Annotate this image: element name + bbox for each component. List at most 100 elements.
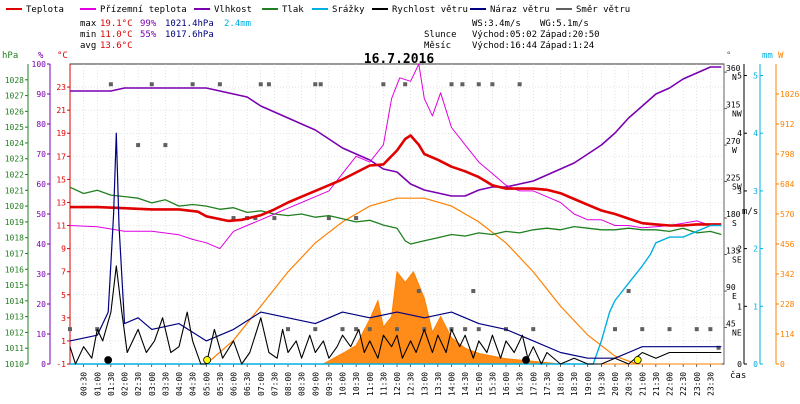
x-tick-label: 15:00 bbox=[475, 372, 484, 396]
axis-tick-label: 1016 bbox=[5, 265, 24, 274]
x-tick-label: 02:30 bbox=[134, 372, 143, 396]
wind-direction-point bbox=[149, 82, 154, 87]
unit-pct: % bbox=[38, 51, 44, 61]
axis-tick-label: 7 bbox=[61, 268, 66, 277]
stats-min-hum: 55% bbox=[140, 30, 157, 40]
axis-tick-label: E bbox=[732, 292, 737, 301]
unit-deg: ° bbox=[726, 51, 731, 61]
x-tick-label: 10:00 bbox=[339, 372, 348, 396]
x-tick-label: 03:30 bbox=[161, 372, 170, 396]
wind-speed-avg: WS:3.4m/s bbox=[472, 19, 521, 29]
legend-label-naraz-vetru: Náraz větru bbox=[490, 5, 550, 15]
axis-tick-label: 1021 bbox=[5, 186, 24, 195]
wind-direction-point bbox=[318, 82, 323, 87]
axis-tick-label: 0 bbox=[753, 360, 758, 369]
x-tick-label: 16:00 bbox=[502, 372, 511, 396]
axis-tick-label: 5 bbox=[61, 291, 66, 300]
axis-tick-label: 11 bbox=[56, 222, 66, 231]
axis-tick-label: 70 bbox=[36, 150, 46, 159]
axis-humidity-pct: 0 10 20 30 40 50 60 70 80 90 100 bbox=[32, 60, 51, 369]
x-tick-label: 12:00 bbox=[393, 372, 402, 396]
axis-tick-label: 10 bbox=[36, 330, 46, 339]
axis-tick-label: 80 bbox=[36, 120, 46, 129]
axis-tick-label: 684 bbox=[780, 180, 795, 189]
axis-tick-label: 1 bbox=[753, 302, 758, 311]
wind-direction-point bbox=[716, 345, 721, 350]
sun-rise-marker bbox=[203, 356, 212, 364]
axis-tick-label: N bbox=[732, 73, 737, 82]
axis-tick-label: 1020 bbox=[5, 202, 24, 211]
x-tick-label: 02:00 bbox=[121, 372, 130, 396]
axis-tick-label: -1 bbox=[56, 360, 66, 369]
axis-tick-label: 1022 bbox=[5, 171, 24, 180]
series-temperature bbox=[70, 134, 722, 227]
x-tick-label: 23:30 bbox=[706, 372, 715, 396]
wind-direction-point bbox=[490, 82, 495, 87]
axis-tick-label: 45 bbox=[726, 320, 736, 329]
x-tick-label: 00:30 bbox=[80, 372, 89, 396]
wind-direction-point bbox=[108, 82, 113, 87]
stats-max-press: 1021.4hPa bbox=[165, 19, 214, 29]
x-tick-label: 12:30 bbox=[407, 372, 416, 396]
wind-direction-point bbox=[354, 327, 359, 332]
wind-direction-point bbox=[326, 216, 331, 221]
axis-tick-label: 30 bbox=[36, 270, 46, 279]
axis-tick-label: 100 bbox=[32, 60, 47, 69]
axis-tick-label: 135 bbox=[726, 247, 741, 256]
wind-direction-point bbox=[517, 82, 522, 87]
axis-tick-label: 1014 bbox=[5, 297, 24, 306]
unit-ms: m/s bbox=[742, 207, 758, 217]
stats-max-temp: 19.1°C bbox=[100, 19, 133, 29]
axis-tick-label: 1019 bbox=[5, 218, 24, 227]
chart-date-title: 16.7.2016 bbox=[364, 52, 435, 67]
x-tick-label: 10:30 bbox=[352, 372, 361, 396]
wind-direction-point bbox=[460, 82, 465, 87]
legend-label-smer-vetru: Směr větru bbox=[576, 5, 630, 15]
axis-tick-label: 1024 bbox=[5, 139, 24, 148]
axis-tick-label: 1010 bbox=[5, 360, 24, 369]
x-axis: 00:30 01:00 01:30 02:00 02:30 03:00 03:30 04:00… bbox=[80, 364, 715, 396]
x-tick-label: 04:30 bbox=[189, 372, 198, 396]
x-tick-label: 18:30 bbox=[570, 372, 579, 396]
x-tick-label: 06:30 bbox=[243, 372, 252, 396]
x-tick-label: 17:00 bbox=[529, 372, 538, 396]
axis-tick-label: 0 bbox=[737, 360, 742, 369]
x-tick-label: 19:00 bbox=[584, 372, 593, 396]
axis-tick-label: 315 bbox=[726, 101, 741, 110]
axis-tick-label: 570 bbox=[780, 210, 795, 219]
axis-wind-speed-ms: 0 1 2 3 4 5 bbox=[737, 64, 747, 369]
x-tick-label: 08:00 bbox=[284, 372, 293, 396]
axis-tick-label: 60 bbox=[36, 180, 46, 189]
axis-tick-label: 180 bbox=[726, 210, 741, 219]
axis-tick-label: 225 bbox=[726, 174, 741, 183]
legend-label-rychlost-vetru: Rychlost větru bbox=[392, 5, 468, 15]
axis-tick-label: 1015 bbox=[5, 281, 24, 290]
x-tick-label: 04:00 bbox=[175, 372, 184, 396]
x-tick-label: 22:00 bbox=[666, 372, 675, 396]
axis-tick-label: 270 bbox=[726, 137, 741, 146]
wind-direction-point bbox=[531, 327, 536, 332]
x-tick-label: 09:30 bbox=[325, 372, 334, 396]
legend: Teplota Přízemní teplota Vlhkost Tlak Sr… bbox=[6, 5, 630, 15]
axis-tick-label: 40 bbox=[36, 240, 46, 249]
wind-direction-point bbox=[476, 82, 481, 87]
wind-direction-point bbox=[136, 143, 141, 148]
wind-direction-point bbox=[395, 327, 399, 332]
wind-direction-point bbox=[463, 327, 468, 332]
axis-tick-label: 1023 bbox=[5, 155, 24, 164]
x-tick-label: 05:00 bbox=[202, 372, 211, 396]
wind-direction-point bbox=[190, 82, 195, 87]
x-tick-label: 09:00 bbox=[311, 372, 320, 396]
axis-tick-label: 1 bbox=[737, 302, 742, 311]
axis-pressure-hpa: 1010 1011 1012 1013 1014 1015 1016 1017 1018 1019… bbox=[5, 64, 29, 369]
axis-tick-label: 3 bbox=[737, 187, 742, 196]
moon-rise-marker bbox=[522, 356, 530, 364]
legend-label-tlak: Tlak bbox=[282, 5, 304, 15]
sun-label: Slunce bbox=[424, 30, 457, 40]
axis-tick-label: 1011 bbox=[5, 344, 24, 353]
wind-direction-point bbox=[354, 216, 359, 221]
wind-direction-point bbox=[217, 82, 222, 87]
series-wind-gust bbox=[69, 132, 722, 359]
wind-direction-point bbox=[613, 327, 617, 332]
